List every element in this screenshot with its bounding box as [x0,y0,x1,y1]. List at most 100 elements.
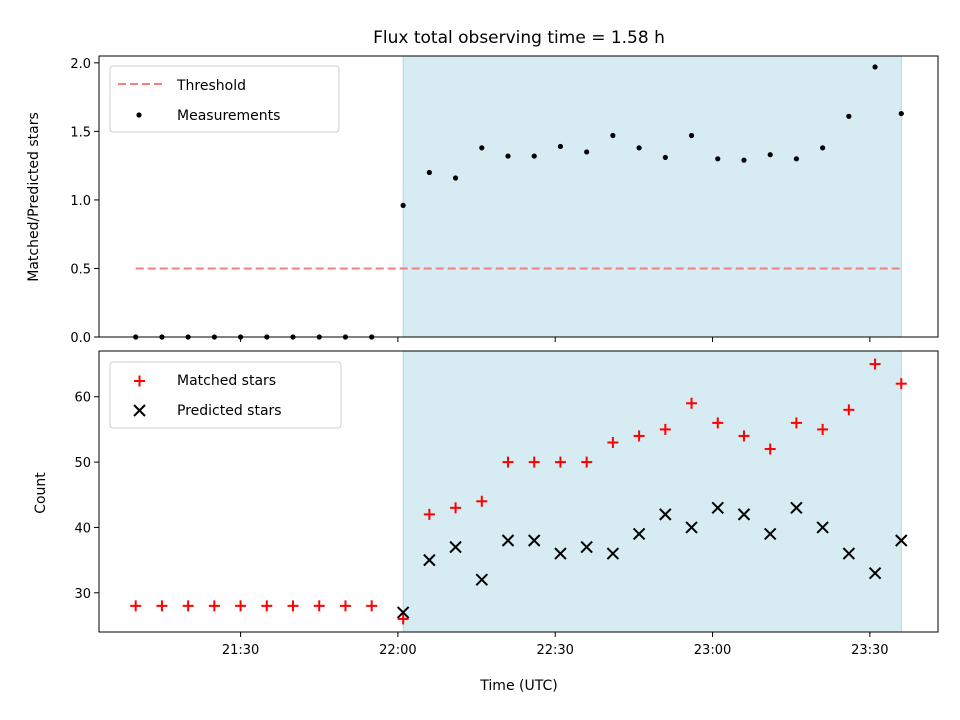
matched-star-point [895,378,907,390]
measurement-point [846,113,852,119]
count-y-axis: 30 40 50 60 [74,391,99,602]
count-panel: 30 40 50 60 21:30 22:00 22:30 23:00 23:30 Count… [33,350,939,694]
predicted-star-point [868,566,882,580]
predicted-star-point [711,501,724,515]
observing-interval-shade-bottom [402,350,902,633]
predicted-legend-swatch [133,404,146,417]
predicted-star-point [580,540,593,554]
measurement-point [662,154,668,161]
measurement-point [610,132,616,139]
predicted-star-marker-b [816,521,829,534]
measurement-point [688,132,695,139]
matched-star-point [130,600,142,612]
threshold-legend-label: Threshold [176,78,246,94]
predicted-star-point [737,508,751,521]
ratio-ytick-label: 0.0 [70,331,91,346]
predicted-star-marker-b [580,540,593,554]
count-y-label: Count [33,472,49,514]
predicted-star-marker-b [501,534,515,547]
predicted-star-marker-b [449,540,462,554]
measurement-point [872,64,878,70]
ratio-ytick-label: 1.5 [70,125,91,140]
predicted-star-point [423,553,436,567]
figure-title: Flux total observing time = 1.58 h [373,28,665,48]
measurement-point [820,145,826,151]
ratio-y-axis: 0.0 0.5 1.0 1.5 2.0 [70,57,99,346]
predicted-star-marker-b [554,547,567,560]
predicted-star-point [816,521,829,534]
predicted-star-point [685,521,698,534]
ratio-legend: Threshold Measurements [109,65,340,133]
measurement-point [400,202,406,209]
matched-star-point [607,436,619,448]
time-xtick-label: 22:00 [379,643,416,658]
predicted-star-marker-b [842,547,856,560]
measurement-point [741,157,747,163]
measurement-point [505,153,511,159]
matched-star-point [659,423,671,435]
ratio-panel-frame [98,55,939,338]
matched-star-point [235,600,247,612]
matched-legend-label: Matched stars [177,373,276,389]
measurement-point [531,153,537,159]
count-ytick-label: 60 [74,391,91,406]
predicted-star-marker-b [632,527,646,541]
ratio-legend-box [109,65,340,133]
predicted-star-point [528,534,541,547]
predicted-star-point [606,547,620,560]
matched-star-point [450,502,462,514]
measurement-point [898,110,904,117]
measurement-point [715,156,721,162]
predicted-star-point [632,527,646,541]
matched-star-point [738,430,750,442]
matched-star-point [502,456,514,468]
matched-star-point [156,600,168,612]
matched-star-point [633,430,645,442]
matched-star-point [817,423,829,435]
matched-star-point [686,397,698,409]
predicted-star-marker-b [475,573,489,586]
predicted-star-marker-b [685,521,698,534]
matched-star-point [208,600,220,612]
predicted-star-point [475,573,489,586]
matched-star-point [182,600,194,612]
predicted-star-marker-b [528,534,541,547]
predicted-stars-series [396,501,908,619]
matched-star-point [339,600,351,612]
ratio-ytick-label: 1.0 [70,194,91,209]
time-xtick-label: 22:30 [536,643,573,658]
matched-star-point [287,600,299,612]
predicted-star-marker-b [606,547,620,560]
matched-star-point [528,456,540,468]
measurement-point [584,149,590,155]
matched-legend-swatch [134,375,145,387]
matched-star-point [423,508,435,520]
predicted-star-marker-b [763,527,777,541]
predicted-star-point [895,534,908,547]
matched-star-point [261,600,273,612]
matched-star-point [790,417,802,429]
predicted-star-marker-b [868,566,882,580]
predicted-star-point [554,547,567,560]
measurement-point [636,145,642,151]
count-ytick-label: 50 [74,456,91,471]
predicted-star-point [763,527,777,541]
measurement-point [426,169,432,176]
predicted-star-point [842,547,856,560]
ratio-y-label: Matched/Predicted stars [26,112,42,282]
matched-star-point [366,600,378,612]
predicted-star-point [396,606,410,619]
observing-interval-shade [402,55,902,338]
matched-star-point [843,404,855,416]
ratio-ytick-label: 0.5 [70,262,91,277]
matched-stars-series [130,358,907,625]
predicted-legend-label: Predicted stars [177,403,282,419]
measurement-point [557,143,564,150]
time-x-axis: 21:30 22:00 22:30 23:00 23:30 [222,632,889,658]
matched-star-point [476,495,488,507]
predicted-star-marker-b [711,501,724,515]
measurement-point [479,145,485,151]
predicted-star-marker-b [396,606,410,619]
matched-star-point [869,358,881,370]
